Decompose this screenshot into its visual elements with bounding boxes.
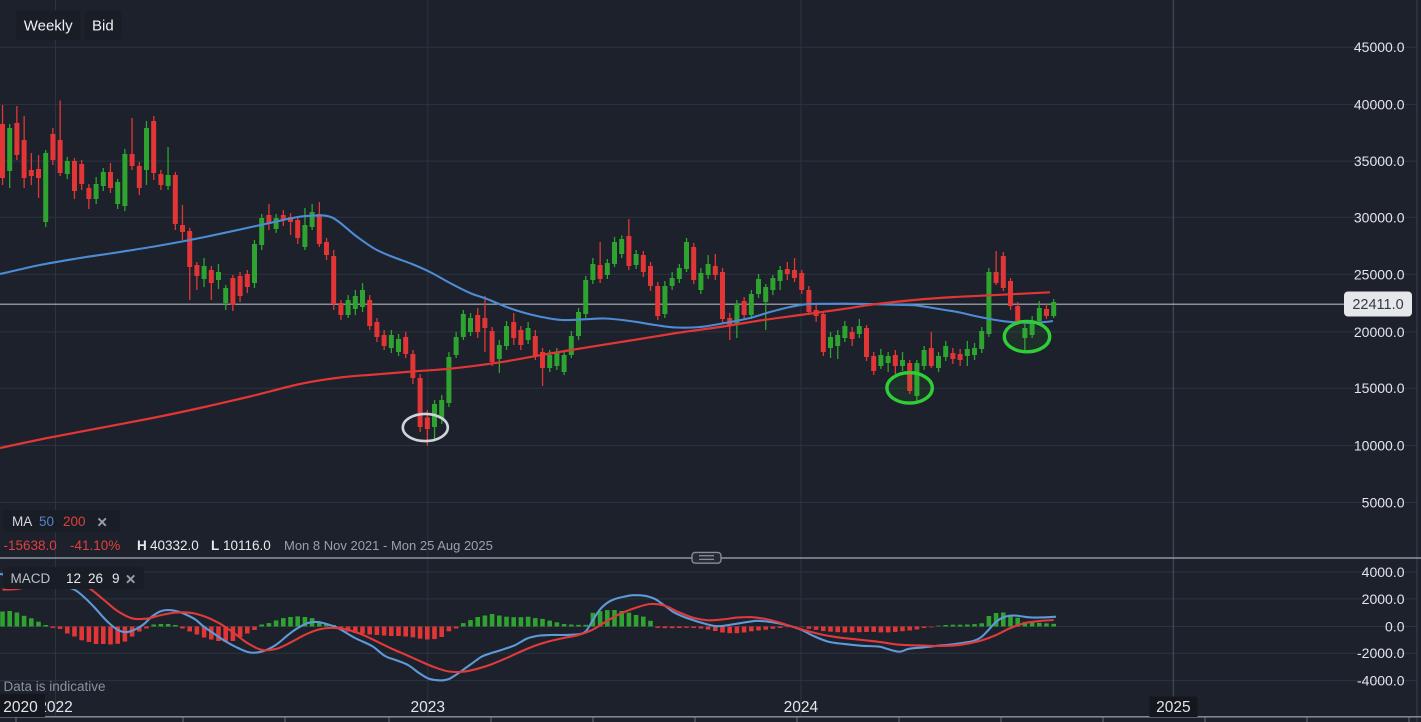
svg-text:-15638.0: -15638.0 [4, 538, 57, 553]
svg-text:35000.0: 35000.0 [1354, 153, 1405, 169]
svg-text:10116.0: 10116.0 [223, 538, 271, 553]
svg-text:20000.0: 20000.0 [1354, 324, 1405, 340]
svg-text:40000.0: 40000.0 [1354, 96, 1405, 112]
svg-text:-4000.0: -4000.0 [1357, 673, 1405, 689]
svg-text:H: H [137, 538, 147, 553]
svg-text:2024: 2024 [784, 699, 819, 716]
svg-text:MACD: MACD [11, 571, 51, 586]
svg-text:26: 26 [88, 571, 103, 586]
svg-text:2000.0: 2000.0 [1362, 591, 1405, 607]
svg-text:Mon 8 Nov 2021 - Mon 25 Aug 20: Mon 8 Nov 2021 - Mon 25 Aug 2025 [284, 538, 493, 553]
svg-text:2025: 2025 [1156, 699, 1190, 716]
svg-text:12: 12 [66, 571, 81, 586]
svg-text:4000.0: 4000.0 [1362, 564, 1405, 580]
svg-text:25000.0: 25000.0 [1354, 266, 1405, 282]
svg-text:10000.0: 10000.0 [1354, 437, 1405, 453]
svg-text:15000.0: 15000.0 [1354, 380, 1405, 396]
svg-text:50: 50 [39, 514, 54, 529]
svg-text:200: 200 [63, 514, 86, 529]
svg-text:L: L [211, 538, 219, 553]
svg-text:2020: 2020 [3, 699, 38, 716]
svg-text:45000.0: 45000.0 [1354, 39, 1405, 55]
svg-text:22411.0: 22411.0 [1352, 297, 1403, 313]
svg-text:-2000.0: -2000.0 [1357, 645, 1405, 661]
svg-text:2022: 2022 [38, 699, 72, 716]
svg-text:-41.10%: -41.10% [70, 538, 120, 553]
svg-text:2023: 2023 [411, 699, 445, 716]
svg-text:✕: ✕ [125, 572, 136, 587]
svg-text:MA: MA [12, 514, 32, 529]
svg-text:Bid: Bid [92, 18, 114, 35]
svg-text:5000.0: 5000.0 [1362, 494, 1405, 510]
svg-text:Weekly: Weekly [24, 18, 73, 35]
svg-text:Data is indicative: Data is indicative [4, 679, 106, 694]
svg-text:✕: ✕ [97, 515, 108, 530]
svg-text:40332.0: 40332.0 [150, 538, 199, 553]
svg-text:9: 9 [112, 571, 120, 586]
svg-text:0.0: 0.0 [1385, 619, 1405, 635]
svg-text:30000.0: 30000.0 [1354, 209, 1405, 225]
